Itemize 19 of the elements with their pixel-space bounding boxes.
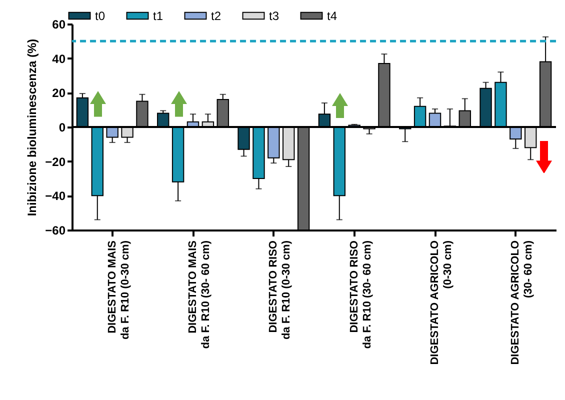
- y-tick-label: −20: [45, 154, 66, 169]
- y-tick-label: 20: [52, 86, 66, 100]
- legend-label: t0: [95, 8, 106, 23]
- x-tick-label: DIGESTATO AGRICOLO (0-30 cm): [429, 240, 454, 365]
- legend-label: t3: [269, 8, 280, 23]
- y-tick-label: 40: [52, 52, 66, 66]
- x-tick-label: DIGESTATO RISO da F. R10 (30- 60 cm): [348, 240, 374, 349]
- legend-label: t4: [327, 8, 338, 23]
- y-tick-label: −40: [45, 189, 66, 204]
- x-tick-label: DIGESTATO AGRICOLO (30- 60 cm): [510, 240, 535, 365]
- y-axis-title: Inibizione bioluminescenza (%): [25, 38, 40, 216]
- y-tick-label: 0: [58, 120, 66, 134]
- x-tick-label: DIGESTATO MAIS da F. R10 (30- 60 cm): [187, 240, 212, 349]
- x-tick-label: DIGESTATO RISO da F. R10 (0-30 cm): [268, 240, 293, 340]
- legend-label: t1: [153, 8, 164, 23]
- x-tick-label: DIGESTATO MAIS da F. R10 (0-30 cm): [106, 240, 132, 340]
- legend-label: t2: [211, 8, 222, 23]
- y-tick-label: 60: [52, 18, 66, 32]
- y-tick-label: −60: [45, 224, 66, 238]
